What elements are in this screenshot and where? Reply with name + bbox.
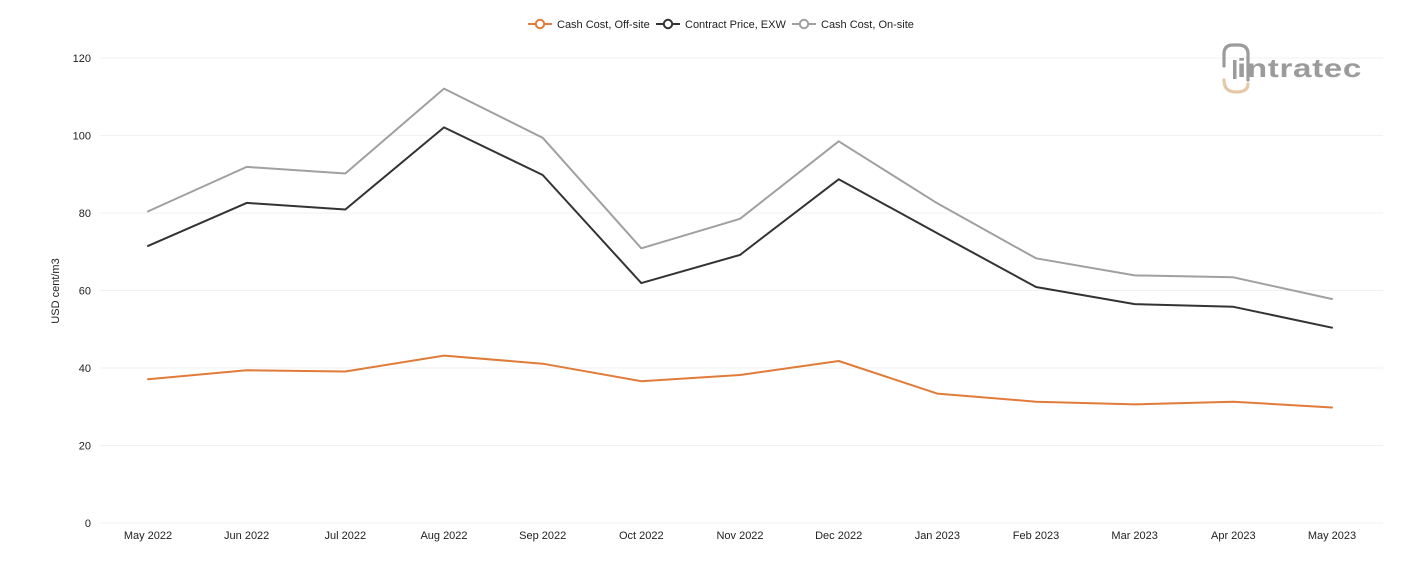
intratec-logo: intratec <box>1222 43 1362 94</box>
x-tick-label: Oct 2022 <box>619 530 664 542</box>
legend[interactable]: Cash Cost, Off-site Contract Price, EXW Ca… <box>528 18 914 31</box>
grid-lines <box>100 57 1383 524</box>
x-tick-label: Aug 2022 <box>420 530 467 542</box>
legend-item[interactable]: Contract Price, EXW <box>656 18 786 31</box>
x-tick-label: Mar 2023 <box>1111 530 1157 542</box>
x-axis-ticks: May 2022 Jun 2022 Jul 2022 Aug 2022 Sep 2022… <box>124 530 1356 542</box>
x-tick-label: Dec 2022 <box>815 530 862 542</box>
legend-label: Contract Price, EXW <box>685 19 786 31</box>
x-tick-label: Apr 2023 <box>1211 530 1256 542</box>
y-tick-label: 100 <box>73 131 91 143</box>
series-line-0[interactable] <box>147 354 1333 409</box>
x-tick-label: Nov 2022 <box>716 530 763 542</box>
legend-item[interactable]: Cash Cost, On-site <box>792 18 914 31</box>
logo-cup <box>1222 78 1250 94</box>
legend-marker <box>798 18 810 30</box>
x-tick-label: Feb 2023 <box>1013 530 1059 542</box>
series-lines <box>147 87 1333 409</box>
series-line-1[interactable] <box>147 126 1333 329</box>
y-tick-label: 80 <box>79 208 91 220</box>
x-tick-label: Jan 2023 <box>915 530 960 542</box>
x-tick-label: Jun 2022 <box>224 530 269 542</box>
x-tick-label: May 2023 <box>1308 530 1356 542</box>
y-axis-ticks: 0 20 40 60 80 100 120 <box>73 53 91 530</box>
series-line-2[interactable] <box>147 87 1333 300</box>
logo-arch <box>1222 43 1250 82</box>
logo-i-stem <box>1233 60 1237 79</box>
logo-wordmark: intratec <box>1237 53 1362 83</box>
y-tick-label: 20 <box>79 441 91 453</box>
y-tick-label: 60 <box>79 286 91 298</box>
x-tick-label: May 2022 <box>124 530 172 542</box>
y-tick-label: 120 <box>73 53 91 65</box>
legend-label: Cash Cost, On-site <box>821 19 914 31</box>
legend-item[interactable]: Cash Cost, Off-site <box>528 18 650 31</box>
legend-marker <box>534 18 546 30</box>
legend-marker <box>662 18 674 30</box>
y-tick-label: 0 <box>85 518 91 530</box>
legend-label: Cash Cost, Off-site <box>557 19 650 31</box>
y-axis-label: USD cent/m3 <box>50 258 62 323</box>
x-tick-label: Sep 2022 <box>519 530 566 542</box>
x-tick-label: Jul 2022 <box>325 530 367 542</box>
y-tick-label: 40 <box>79 363 91 375</box>
